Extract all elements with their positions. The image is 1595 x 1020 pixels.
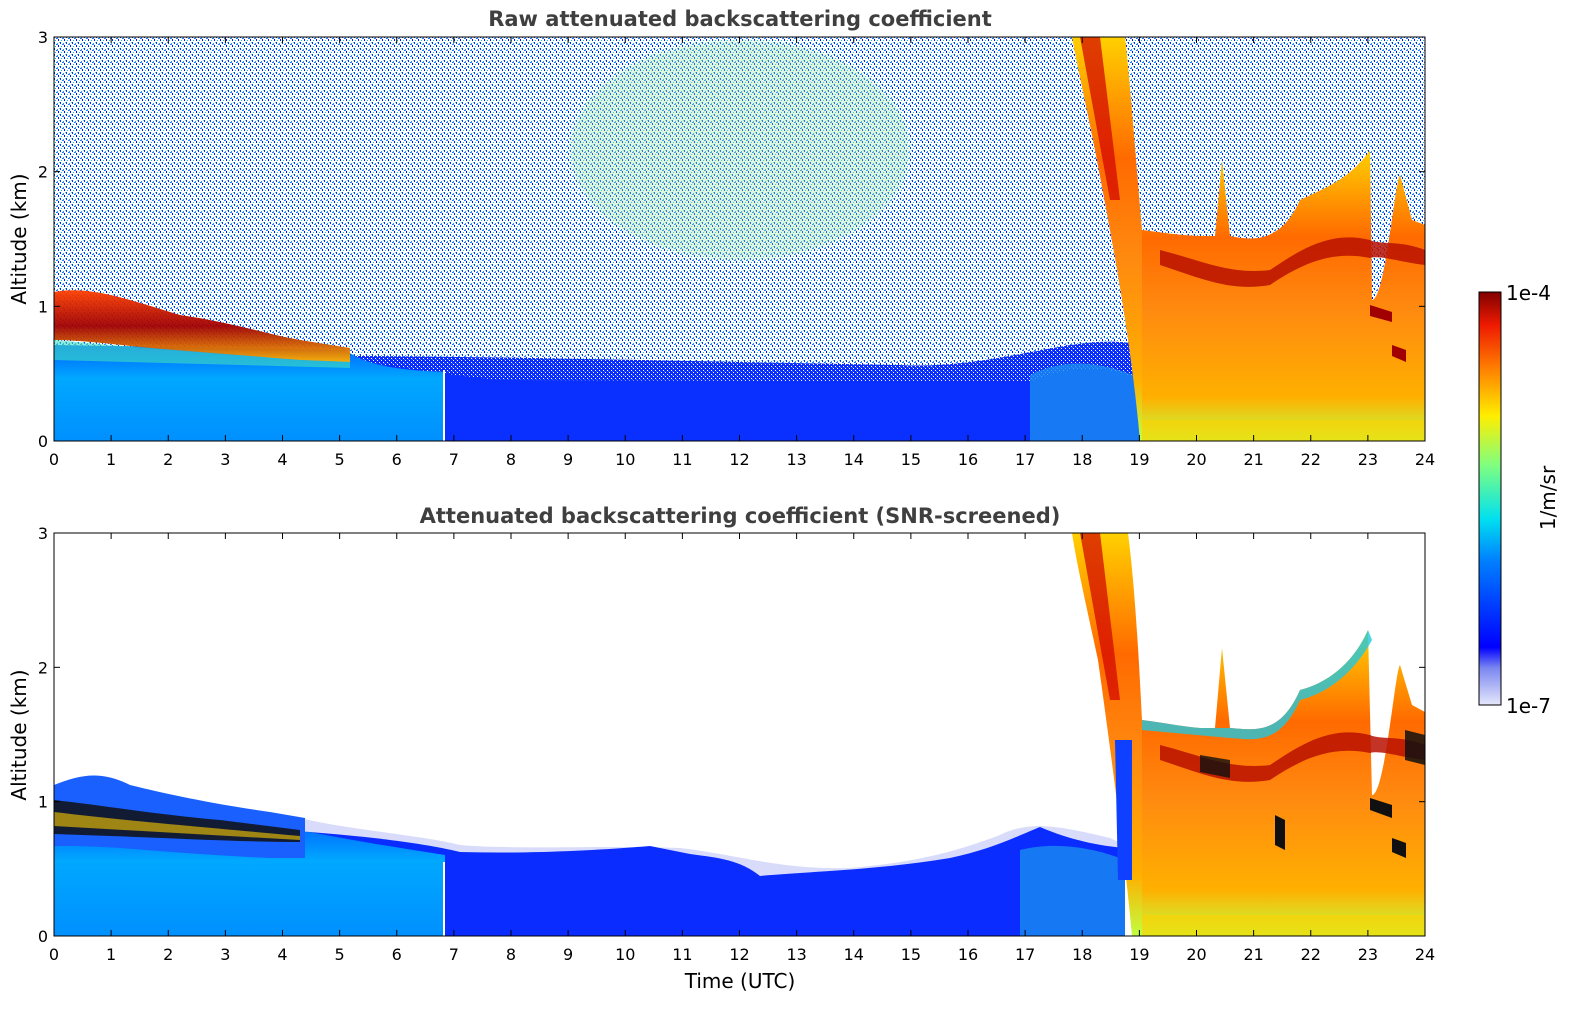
panel-screened: Attenuated backscattering coefficient (S…	[7, 504, 1435, 993]
x-tick-label-raw: 18	[1072, 450, 1092, 469]
x-tick-label-screened: 6	[392, 945, 402, 964]
x-tick-label-screened: 12	[729, 945, 749, 964]
x-tick-label-raw: 10	[615, 450, 635, 469]
x-tick-label-screened: 23	[1358, 945, 1378, 964]
x-tick-label-screened: 0	[49, 945, 59, 964]
y-tick-label-raw: 0	[38, 432, 48, 451]
x-tick-label-raw: 11	[672, 450, 692, 469]
panel-screened-title: Attenuated backscattering coefficient (S…	[420, 504, 1061, 528]
x-tick-label-screened: 22	[1301, 945, 1321, 964]
panel-raw: Raw attenuated backscattering coefficien…	[7, 7, 1435, 469]
x-tick-label-screened: 3	[220, 945, 230, 964]
x-tick-label-raw: 20	[1186, 450, 1206, 469]
x-tick-label-screened: 7	[449, 945, 459, 964]
x-axis-label: Time (UTC)	[684, 969, 796, 993]
x-tick-label-raw: 8	[506, 450, 516, 469]
x-tick-label-raw: 13	[786, 450, 806, 469]
x-tick-label-raw: 14	[844, 450, 864, 469]
x-tick-label-screened: 4	[277, 945, 287, 964]
x-tick-label-raw: 4	[277, 450, 287, 469]
y-axis-label-raw: Altitude (km)	[7, 173, 31, 304]
y-tick-label-screened: 2	[38, 658, 48, 677]
y-axis-label-screened: Altitude (km)	[7, 669, 31, 800]
x-tick-label-screened: 17	[1015, 945, 1035, 964]
x-tick-label-screened: 15	[901, 945, 921, 964]
x-tick-label-raw: 7	[449, 450, 459, 469]
x-tick-label-screened: 8	[506, 945, 516, 964]
colorbar-gradient	[1478, 291, 1502, 706]
x-tick-label-screened: 21	[1243, 945, 1263, 964]
x-tick-label-screened: 14	[844, 945, 864, 964]
heatmap-raw	[54, 37, 1425, 441]
colorbar-min-label: 1e-7	[1506, 694, 1551, 718]
x-tick-label-raw: 6	[392, 450, 402, 469]
y-tick-label-raw: 1	[38, 297, 48, 316]
x-tick-label-raw: 12	[729, 450, 749, 469]
y-ticks-raw: 0 1 2 3	[38, 28, 1425, 451]
x-tick-label-raw: 3	[220, 450, 230, 469]
x-tick-label-screened: 10	[615, 945, 635, 964]
x-tick-label-screened: 1	[106, 945, 116, 964]
x-tick-label-raw: 0	[49, 450, 59, 469]
x-tick-label-screened: 16	[958, 945, 978, 964]
x-tick-label-raw: 24	[1415, 450, 1435, 469]
x-tick-label-raw: 9	[563, 450, 573, 469]
x-tick-label-raw: 2	[163, 450, 173, 469]
x-ticks-raw: 0 1 2 3 4 5 6 7 8 9 10 11 12 13 14 15 16 17 18 19 20 21 22 23 24	[49, 37, 1435, 469]
colorbar: 1e-4 1e-7 1/m/sr	[1478, 281, 1560, 718]
panel-raw-title: Raw attenuated backscattering coefficien…	[488, 7, 992, 31]
x-tick-label-raw: 19	[1129, 450, 1149, 469]
x-tick-label-raw: 22	[1301, 450, 1321, 469]
x-tick-label-screened: 9	[563, 945, 573, 964]
x-tick-label-screened: 24	[1415, 945, 1435, 964]
x-tick-label-raw: 5	[335, 450, 345, 469]
x-tick-label-screened: 20	[1186, 945, 1206, 964]
x-tick-label-raw: 17	[1015, 450, 1035, 469]
y-tick-label-screened: 1	[38, 793, 48, 812]
y-tick-label-screened: 0	[38, 927, 48, 946]
x-tick-label-raw: 23	[1358, 450, 1378, 469]
x-tick-label-screened: 13	[786, 945, 806, 964]
y-tick-label-screened: 3	[38, 524, 48, 543]
x-tick-label-screened: 19	[1129, 945, 1149, 964]
y-tick-label-raw: 3	[38, 28, 48, 47]
x-tick-label-screened: 11	[672, 945, 692, 964]
x-tick-label-screened: 18	[1072, 945, 1092, 964]
x-tick-label-raw: 1	[106, 450, 116, 469]
x-tick-label-screened: 5	[335, 945, 345, 964]
heatmap-screened	[54, 533, 1425, 936]
colorbar-unit-label: 1/m/sr	[1536, 465, 1560, 530]
colorbar-max-label: 1e-4	[1506, 281, 1551, 305]
x-tick-label-screened: 2	[163, 945, 173, 964]
x-tick-label-raw: 21	[1243, 450, 1263, 469]
y-tick-label-raw: 2	[38, 163, 48, 182]
x-tick-label-raw: 16	[958, 450, 978, 469]
x-ticks-screened: 0 1 2 3 4 5 6 7 8 9 10 11 12 13 14 15 16 17 18 19 20 21 22 23 24	[49, 533, 1435, 964]
x-tick-label-raw: 15	[901, 450, 921, 469]
y-ticks-screened: 0 1 2 3	[38, 524, 1425, 946]
